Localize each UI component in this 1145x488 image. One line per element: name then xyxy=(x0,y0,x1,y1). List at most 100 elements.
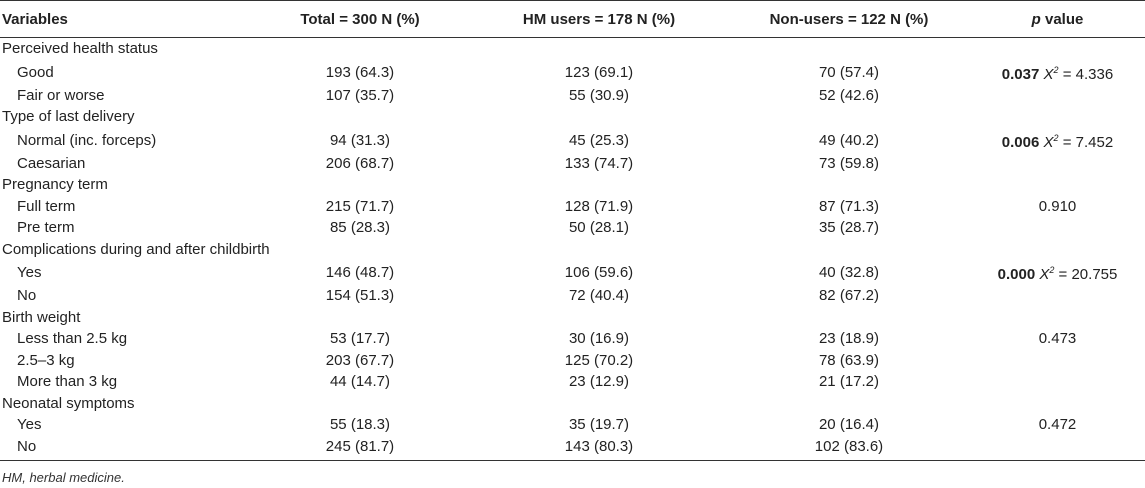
group-label: Complications during and after childbirt… xyxy=(2,240,270,258)
cell-total: 53 (17.7) xyxy=(329,330,391,348)
empty-cell xyxy=(970,106,1145,128)
cell-p-value xyxy=(970,371,1145,393)
empty-cell xyxy=(970,239,1145,261)
table-row: No 245 (81.7) 143 (80.3) 102 (83.6) xyxy=(0,435,1145,461)
cell-total: 107 (35.7) xyxy=(325,86,395,104)
table-header: Variables Total = 300 N (%) HM users = 1… xyxy=(0,0,1145,38)
table-footnote: HM, herbal medicine. xyxy=(2,470,125,485)
empty-cell xyxy=(470,239,728,261)
row-label: Full term xyxy=(17,197,76,215)
empty-cell xyxy=(470,393,728,415)
chi-square-value: = 20.755 xyxy=(1054,266,1118,283)
empty-cell xyxy=(728,106,970,128)
chi-square-symbol: X2 xyxy=(1039,265,1055,283)
table-row: 2.5–3 kg 203 (67.7) 125 (70.2) 78 (63.9) xyxy=(0,350,1145,372)
cell-hm-users: 143 (80.3) xyxy=(470,435,728,461)
cell-hm-users: 72 (40.4) xyxy=(568,287,630,305)
p-value-plain: 0.472 xyxy=(1038,416,1077,434)
cell-total: 94 (31.3) xyxy=(329,131,391,149)
table-row: Pre term 85 (28.3) 50 (28.1) 35 (28.7) xyxy=(0,217,1145,239)
group-row: Neonatal symptoms xyxy=(0,393,1145,415)
header-hm-users: HM users = 178 N (%) xyxy=(470,0,728,38)
chi-letter: X xyxy=(1043,133,1054,151)
empty-cell xyxy=(470,174,728,196)
cell-non-users: 49 (40.2) xyxy=(818,131,880,149)
cell-hm-users: 106 (59.6) xyxy=(564,264,634,281)
row-label: Pre term xyxy=(17,219,75,237)
cell-p-value: 0.037 X2 = 4.336 xyxy=(970,60,1145,85)
cell-hm-users: 30 (16.9) xyxy=(568,330,630,348)
chi-square-value: = 4.336 xyxy=(1058,65,1114,83)
chi-letter: X xyxy=(1039,266,1050,283)
empty-cell xyxy=(250,106,470,128)
chi-square-symbol: X2 xyxy=(1043,132,1059,151)
cell-p-value: 0.910 xyxy=(970,196,1145,218)
row-label: Less than 2.5 kg xyxy=(17,330,128,348)
table-row: No 154 (51.3) 72 (40.4) 82 (67.2) xyxy=(0,285,1145,307)
p-value-significant: 0.006 xyxy=(1001,133,1040,151)
header-p-value: p value xyxy=(970,0,1145,38)
table-row: Caesarian 206 (68.7) 133 (74.7) 73 (59.8) xyxy=(0,153,1145,175)
row-label: No xyxy=(0,435,250,461)
empty-cell xyxy=(250,307,470,329)
empty-cell xyxy=(970,393,1145,415)
chi-superscript: 2 xyxy=(1053,64,1059,75)
cell-non-users: 102 (83.6) xyxy=(728,435,970,461)
chi-letter: X xyxy=(1043,65,1054,83)
empty-cell xyxy=(728,38,970,60)
table-row: Yes 146 (48.7) 106 (59.6) 40 (32.8) 0.000 X2… xyxy=(0,260,1145,285)
row-label: Good xyxy=(17,63,54,81)
chi-square-symbol: X2 xyxy=(1043,64,1059,83)
empty-cell xyxy=(470,106,728,128)
cell-non-users: 35 (28.7) xyxy=(818,219,880,237)
group-row: Birth weight xyxy=(0,307,1145,329)
cell-total: 154 (51.3) xyxy=(325,287,395,305)
header-p-italic: p xyxy=(1031,10,1041,28)
cell-hm-users: 23 (12.9) xyxy=(568,373,630,391)
cell-non-users: 87 (71.3) xyxy=(818,197,880,215)
chi-square-value: = 7.452 xyxy=(1058,133,1114,151)
group-label: Pregnancy term xyxy=(2,176,108,194)
row-label: Normal (inc. forceps) xyxy=(17,131,157,149)
empty-cell xyxy=(728,393,970,415)
cell-total: 245 (81.7) xyxy=(250,435,470,461)
header-p-rest: value xyxy=(1040,10,1084,28)
group-row: Type of last delivery xyxy=(0,106,1145,128)
table-row: Good 193 (64.3) 123 (69.1) 70 (57.4) 0.037 X… xyxy=(0,60,1145,85)
cell-total: 193 (64.3) xyxy=(325,63,395,81)
empty-cell xyxy=(250,38,470,60)
cell-non-users: 82 (67.2) xyxy=(818,287,880,305)
p-value-significant: 0.037 xyxy=(1001,65,1040,83)
group-label: Neonatal symptoms xyxy=(2,394,135,412)
row-label: Yes xyxy=(17,416,42,434)
header-total: Total = 300 N (%) xyxy=(250,0,470,38)
cell-non-users: 70 (57.4) xyxy=(818,63,880,81)
group-row: Perceived health status xyxy=(0,38,1145,60)
cell-non-users: 52 (42.6) xyxy=(818,86,880,104)
empty-cell xyxy=(250,174,470,196)
row-label: Yes xyxy=(17,264,42,281)
empty-cell xyxy=(250,239,470,261)
cell-total: 55 (18.3) xyxy=(329,416,391,434)
chi-superscript: 2 xyxy=(1049,265,1055,275)
cell-hm-users: 55 (30.9) xyxy=(568,86,630,104)
cell-p-value xyxy=(970,285,1145,307)
cell-non-users: 21 (17.2) xyxy=(818,373,880,391)
cell-p-value xyxy=(970,435,1145,461)
cell-total: 203 (67.7) xyxy=(325,351,395,369)
cell-hm-users: 50 (28.1) xyxy=(568,219,630,237)
chi-superscript: 2 xyxy=(1053,132,1059,143)
empty-cell xyxy=(728,307,970,329)
header-row: Variables Total = 300 N (%) HM users = 1… xyxy=(0,0,1145,38)
header-variables: Variables xyxy=(0,0,250,38)
table-row: Normal (inc. forceps) 94 (31.3) 45 (25.3) 4… xyxy=(0,128,1145,153)
empty-cell xyxy=(728,239,970,261)
empty-cell xyxy=(470,307,728,329)
results-table: Variables Total = 300 N (%) HM users = 1… xyxy=(0,0,1145,461)
cell-hm-users: 125 (70.2) xyxy=(564,351,634,369)
header-non-users: Non-users = 122 N (%) xyxy=(728,0,970,38)
cell-p-value: 0.472 xyxy=(970,414,1145,436)
cell-non-users: 23 (18.9) xyxy=(818,330,880,348)
cell-p-value xyxy=(970,350,1145,372)
